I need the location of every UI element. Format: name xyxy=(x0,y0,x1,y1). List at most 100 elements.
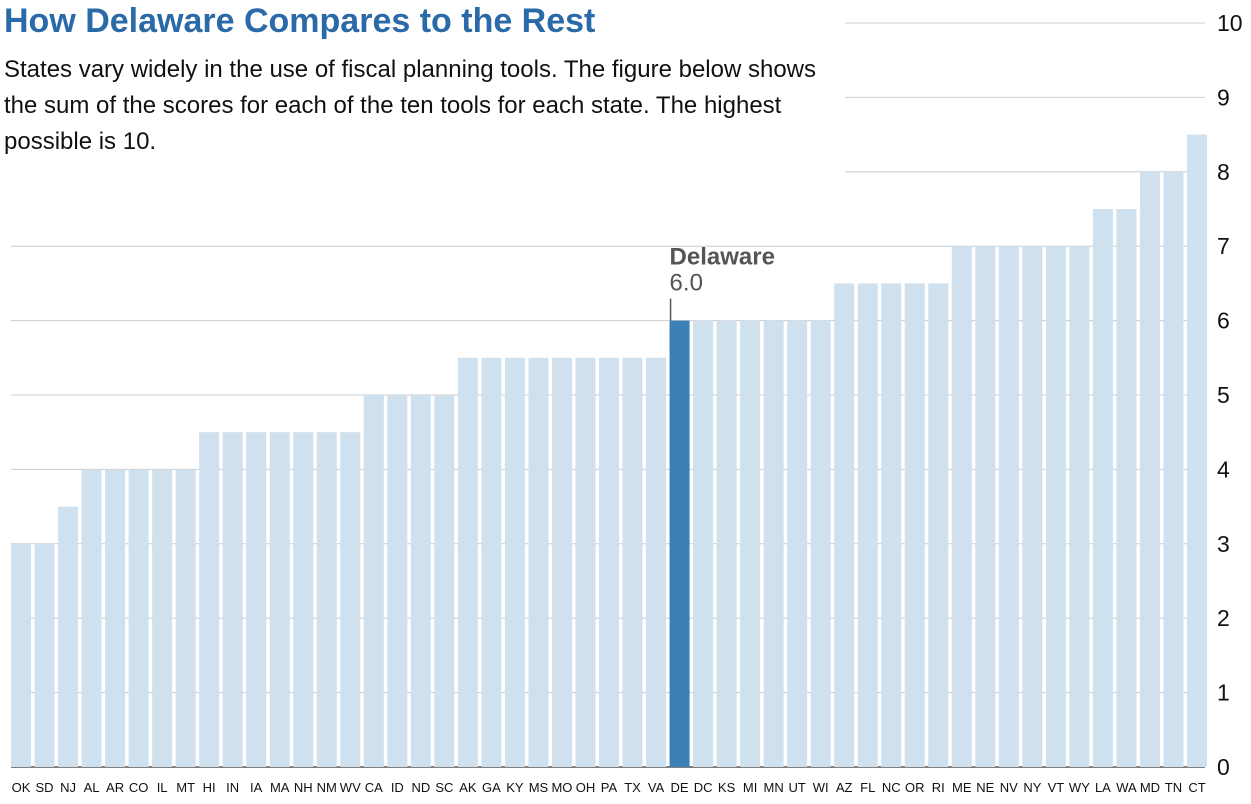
x-tick-label: MN xyxy=(764,780,784,795)
bar-wv xyxy=(340,432,361,767)
bar-md xyxy=(1139,171,1160,768)
y-tick-label: 5 xyxy=(1217,382,1230,408)
x-tick-label: SC xyxy=(435,780,453,795)
bar-ca xyxy=(363,395,384,767)
x-tick-label: GA xyxy=(482,780,501,795)
y-tick-label: 1 xyxy=(1217,680,1230,706)
bar-nh xyxy=(293,432,314,767)
bar-wi xyxy=(810,320,831,767)
bar-pa xyxy=(599,357,619,767)
x-tick-label: AZ xyxy=(836,780,853,795)
y-tick-label: 2 xyxy=(1217,605,1230,631)
bar-vt xyxy=(1045,246,1066,767)
bar-mt xyxy=(175,469,196,767)
bar-oh xyxy=(575,357,596,767)
bar-ak xyxy=(457,357,478,767)
bar-de xyxy=(669,320,690,767)
bar-nm xyxy=(316,432,337,767)
bar-ar xyxy=(105,469,126,767)
bar-ia xyxy=(246,432,267,767)
bar-in xyxy=(222,432,243,767)
x-tick-label: PA xyxy=(601,780,618,795)
x-tick-label: HI xyxy=(203,780,216,795)
bar-co xyxy=(128,469,149,767)
x-tick-label: MO xyxy=(551,780,572,795)
y-tick-label: 7 xyxy=(1217,233,1230,259)
bar-tn xyxy=(1163,171,1184,768)
bar-ny xyxy=(1022,246,1043,767)
bar-ct xyxy=(1187,134,1207,768)
x-tick-labels: OK SD NJ AL AR CO IL MT HI IN IA MA NH NM WV CA ID ND SC AK… xyxy=(12,780,1206,795)
x-tick-label: IN xyxy=(226,780,239,795)
bar-ga xyxy=(481,357,502,767)
bar-nv xyxy=(998,246,1019,767)
x-tick-label: MI xyxy=(743,780,757,795)
bar-ne xyxy=(975,246,996,767)
x-tick-label: NH xyxy=(294,780,313,795)
highlight-value-label: 6.0 xyxy=(670,270,703,297)
y-tick-label: 0 xyxy=(1217,754,1230,780)
y-tick-labels: 0 1 2 3 4 5 6 7 8 9 10 xyxy=(1217,10,1243,780)
x-tick-label: MS xyxy=(529,780,549,795)
x-tick-label: MA xyxy=(270,780,290,795)
y-tick-label: 10 xyxy=(1217,10,1243,36)
bar-nd xyxy=(410,395,431,767)
bar-la xyxy=(1092,209,1113,767)
bar-mo xyxy=(551,357,572,767)
y-tick-label: 3 xyxy=(1217,531,1230,557)
bar-va xyxy=(646,357,667,767)
bar-ms xyxy=(528,357,549,767)
bar-wa xyxy=(1116,209,1137,767)
x-tick-label: FL xyxy=(860,780,875,795)
bar-ok xyxy=(11,543,31,767)
bar-tx xyxy=(622,357,643,767)
x-tick-label: AK xyxy=(459,780,477,795)
x-tick-label: NC xyxy=(882,780,901,795)
bar-ks xyxy=(716,320,737,767)
bar-ma xyxy=(269,432,290,767)
highlight-label: Delaware xyxy=(670,244,775,271)
x-tick-label: ME xyxy=(952,780,972,795)
x-tick-label: KY xyxy=(506,780,524,795)
bar-me xyxy=(951,246,972,767)
bar-ri xyxy=(928,283,949,767)
x-tick-label: AL xyxy=(84,780,100,795)
x-tick-label: UT xyxy=(788,780,805,795)
x-tick-label: AR xyxy=(106,780,124,795)
bar-ky xyxy=(504,357,525,767)
x-tick-label: NE xyxy=(976,780,994,795)
x-tick-label: OR xyxy=(905,780,925,795)
x-tick-label: OK xyxy=(12,780,31,795)
x-tick-label: CO xyxy=(129,780,149,795)
x-tick-label: WI xyxy=(813,780,829,795)
x-tick-label: OH xyxy=(576,780,596,795)
y-tick-label: 8 xyxy=(1217,159,1230,185)
x-tick-label: WV xyxy=(340,780,361,795)
x-tick-label: NY xyxy=(1023,780,1041,795)
x-tick-label: LA xyxy=(1095,780,1111,795)
bar-wy xyxy=(1069,246,1090,767)
bar-hi xyxy=(199,432,220,767)
x-tick-label: VT xyxy=(1048,780,1065,795)
y-tick-label: 9 xyxy=(1217,84,1230,110)
x-tick-label: TN xyxy=(1165,780,1182,795)
bar-mi xyxy=(740,320,761,767)
x-tick-label: TX xyxy=(624,780,641,795)
bar-sc xyxy=(434,395,455,767)
bar-ut xyxy=(787,320,808,767)
x-tick-label: DE xyxy=(671,780,689,795)
x-tick-label: IA xyxy=(250,780,263,795)
x-tick-label: NM xyxy=(317,780,337,795)
x-tick-label: NJ xyxy=(60,780,76,795)
bar-nc xyxy=(881,283,902,767)
y-tick-label: 6 xyxy=(1217,308,1230,334)
bar-nj xyxy=(58,506,79,767)
x-tick-label: ID xyxy=(391,780,404,795)
bar-fl xyxy=(857,283,878,767)
x-tick-label: RI xyxy=(932,780,945,795)
chart-subtitle: States vary widely in the use of fiscal … xyxy=(4,56,816,155)
x-tick-label: KS xyxy=(718,780,736,795)
bar-sd xyxy=(34,543,55,767)
